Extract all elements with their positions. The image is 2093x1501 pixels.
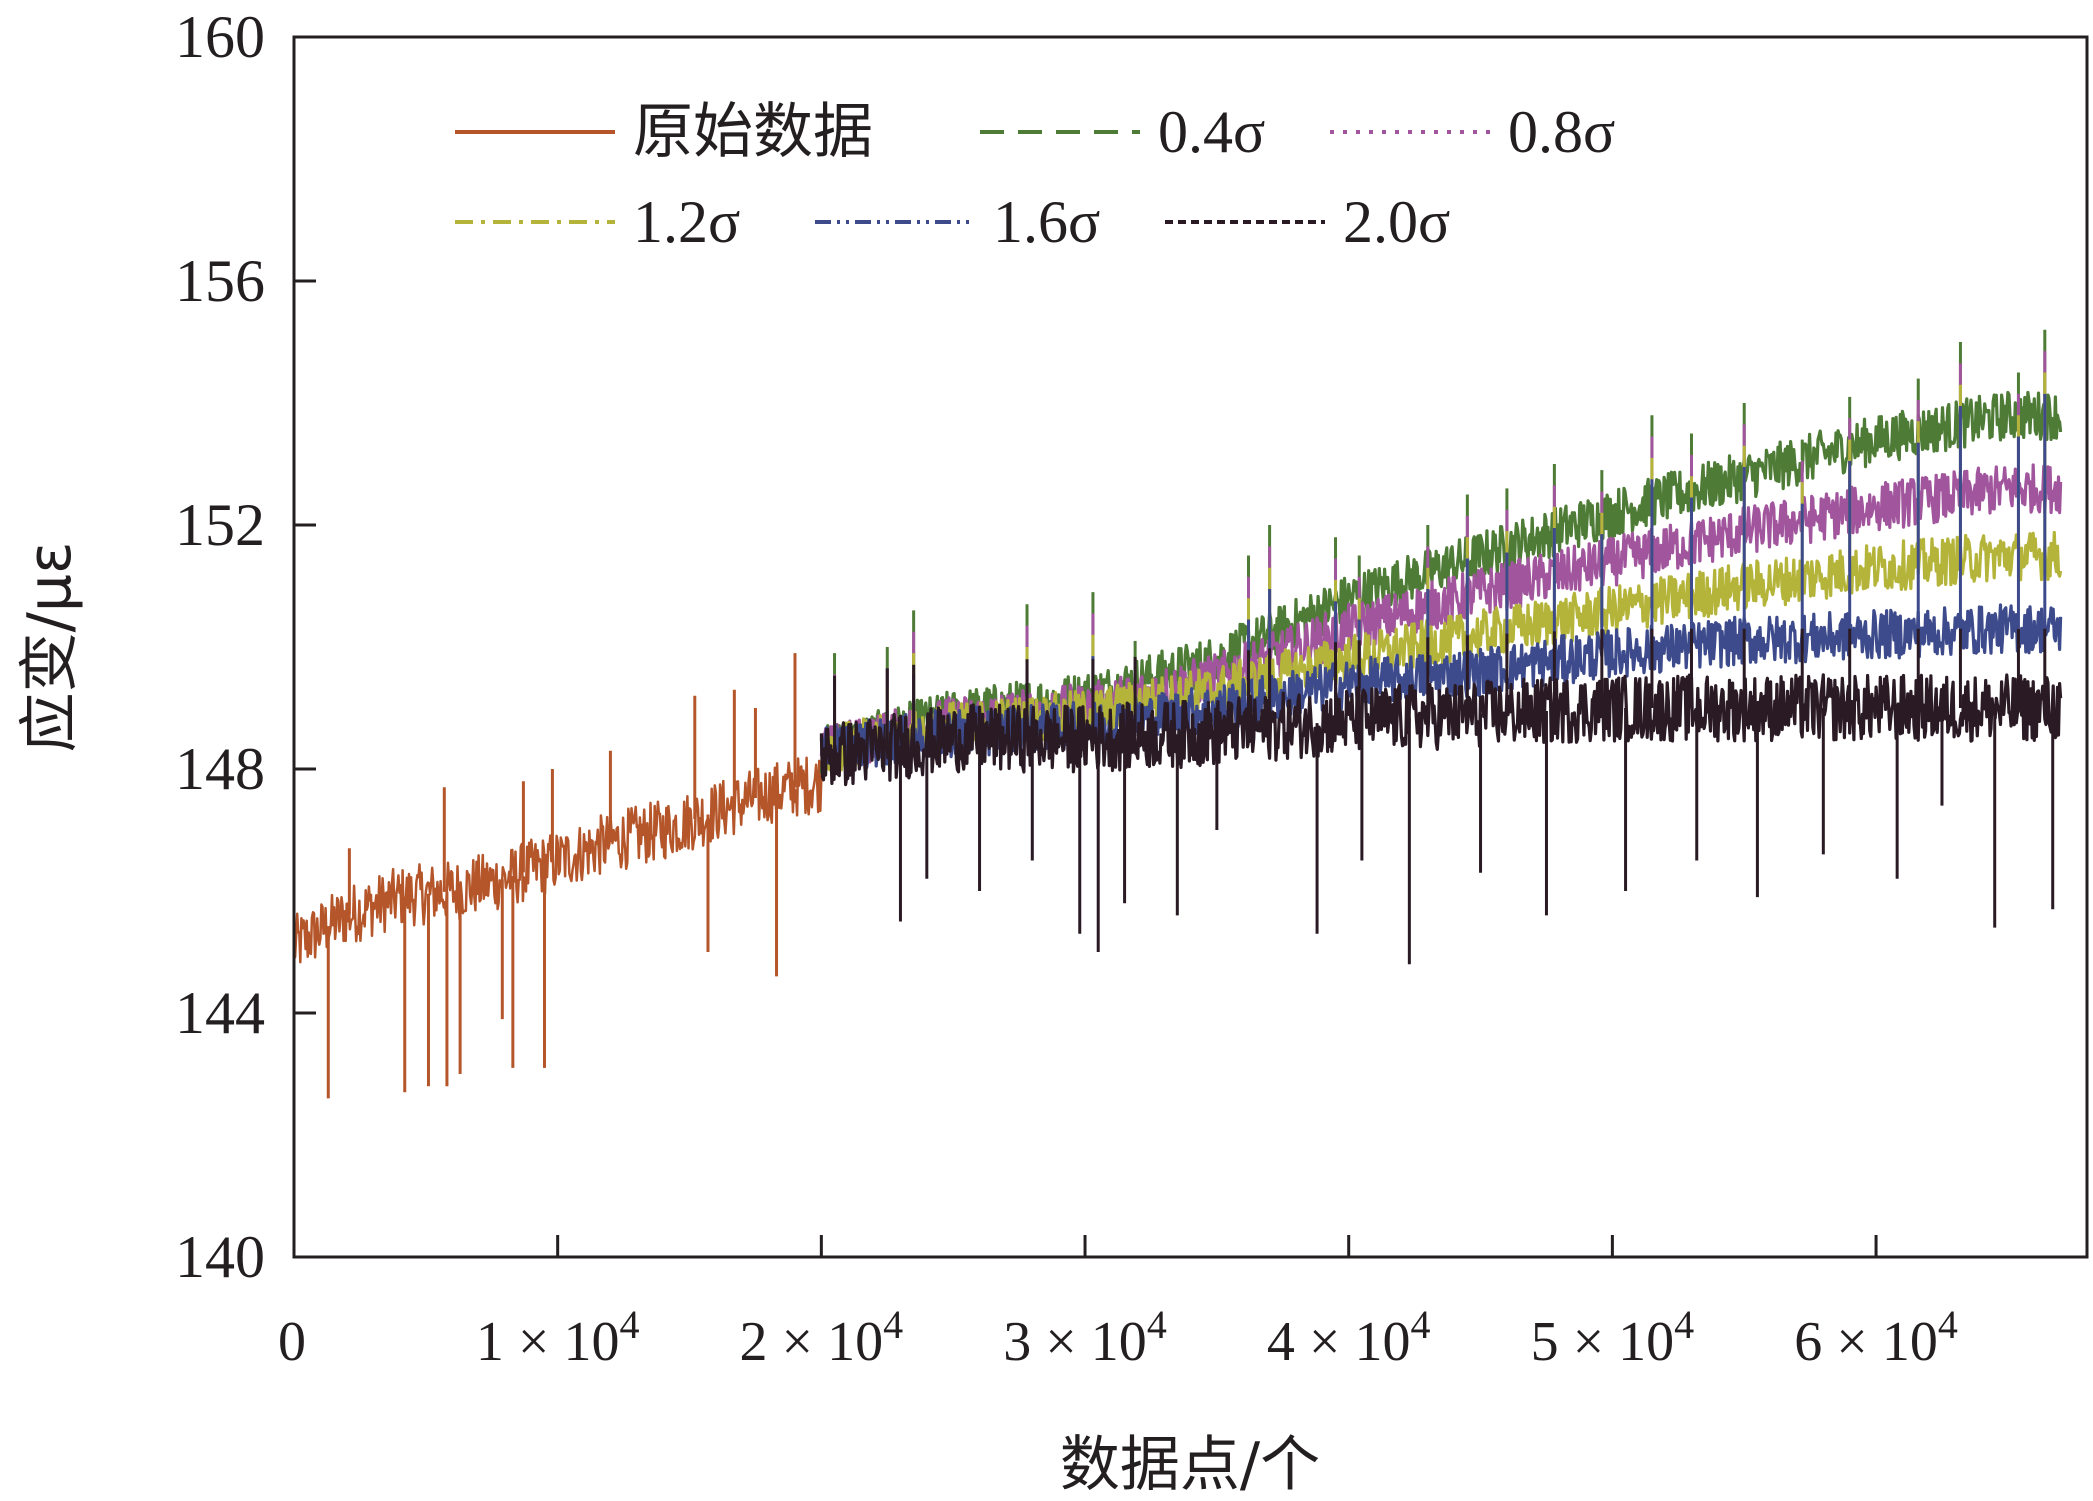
legend-label-4: 1.6σ [993, 189, 1100, 255]
series-line-5 [819, 673, 2063, 787]
upper-spikes [833, 329, 2047, 755]
series-0 [292, 653, 823, 1099]
legend-label-2: 0.8σ [1508, 99, 1615, 165]
x-axis-label: 数据点/个 [1060, 1430, 1320, 1500]
y-tick-label-3: 152 [175, 492, 265, 558]
y-tick-label-0: 140 [175, 1224, 265, 1290]
legend: 原始数据 0.4σ 0.8σ 1.2σ 1.6σ 2.0σ [455, 97, 1615, 255]
legend-label-5: 2.0σ [1343, 189, 1450, 255]
series-line-0 [292, 756, 823, 964]
legend-item-5: 2.0σ [1165, 189, 1450, 255]
legend-item-0: 原始数据 [455, 97, 873, 167]
legend-item-4: 1.6σ [815, 189, 1100, 255]
legend-item-1: 0.4σ [980, 99, 1265, 165]
x-axis-ticks: 0 1 × 104 2 × 104 3 × 104 4 × 104 5 × 104 6 × … [278, 1235, 1958, 1373]
legend-label-1: 0.4σ [1158, 99, 1265, 165]
x-tick-label-3: 3 × 104 [1003, 1302, 1167, 1373]
x-tick-label-2: 2 × 104 [740, 1302, 904, 1373]
y-tick-label-2: 148 [175, 736, 265, 802]
legend-label-3: 1.2σ [633, 189, 740, 255]
y-axis-label: 应变/με [15, 542, 85, 753]
series-5 [819, 673, 2063, 965]
x-tick-label-5: 5 × 104 [1531, 1302, 1695, 1373]
y-tick-label-1: 144 [175, 980, 265, 1046]
x-tick-label-0: 0 [278, 1311, 306, 1373]
series-layer [292, 329, 2063, 1099]
legend-label-0: 原始数据 [633, 97, 873, 167]
y-tick-label-4: 156 [175, 248, 265, 314]
x-tick-label-6: 6 × 104 [1794, 1302, 1958, 1373]
plot-area-frame [292, 35, 2089, 1259]
x-tick-label-1: 1 × 104 [476, 1302, 640, 1373]
legend-item-3: 1.2σ [455, 189, 740, 255]
y-tick-label-5: 160 [175, 4, 265, 70]
y-axis-ticks: 140 144 148 152 156 160 [175, 4, 316, 1290]
x-tick-label-4: 4 × 104 [1267, 1302, 1431, 1373]
legend-item-2: 0.8σ [1330, 99, 1615, 165]
